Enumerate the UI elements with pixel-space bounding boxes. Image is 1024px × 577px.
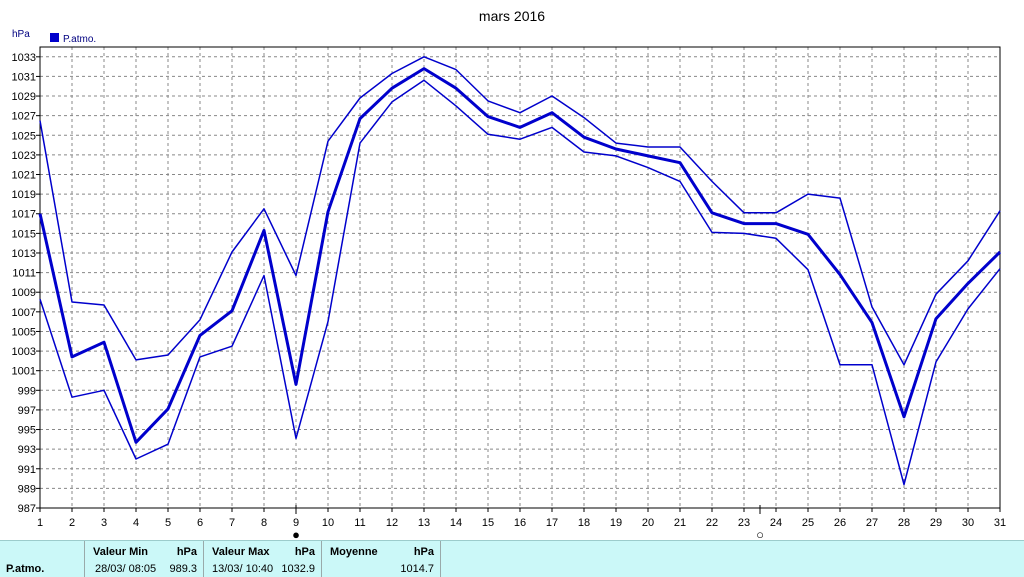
y-tick-label: 987 xyxy=(18,503,36,515)
x-tick-label: 25 xyxy=(802,517,814,529)
series-line-min xyxy=(39,79,1001,486)
min-time: 28/03/ 08:05 xyxy=(95,563,157,575)
x-tick-label: 30 xyxy=(962,517,974,529)
min-unit: hPa xyxy=(176,546,197,558)
y-tick-label: 1005 xyxy=(12,326,36,338)
x-tick-label: 11 xyxy=(354,517,365,529)
y-tick-label: 1015 xyxy=(12,228,36,240)
y-tick-label: 997 xyxy=(18,405,36,417)
x-tick-label: 18 xyxy=(578,517,590,529)
moon-phase-icon: ● xyxy=(292,527,300,540)
y-tick-label: 1019 xyxy=(12,189,36,201)
x-tick-label: 27 xyxy=(866,517,878,529)
y-axis-ticks: 987 989 991 993 995 997 999 1001 1003 1005 1007 100… xyxy=(12,52,40,515)
max-time: 13/03/ 10:40 xyxy=(212,563,274,575)
x-tick-label: 5 xyxy=(165,517,171,529)
moon-phase-icon: ○ xyxy=(756,527,764,540)
y-tick-label: 993 xyxy=(18,444,36,456)
y-tick-label: 1011 xyxy=(12,268,36,280)
x-tick-label: 20 xyxy=(642,517,654,529)
y-tick-label: 1013 xyxy=(12,248,36,260)
x-tick-label: 13 xyxy=(418,517,430,529)
x-tick-label: 23 xyxy=(738,517,750,529)
footer-avg-cell: Moyenne hPa 1014.7 xyxy=(322,541,441,577)
y-tick-label: 1021 xyxy=(12,170,36,182)
x-tick-label: 4 xyxy=(133,517,139,529)
min-value: 989.3 xyxy=(169,563,197,575)
moon-markers: ● ○ xyxy=(292,505,764,540)
x-tick-label: 1 xyxy=(37,517,43,529)
footer-series-cell: P.atmo. xyxy=(0,541,85,577)
y-tick-label: 1023 xyxy=(12,150,36,162)
x-tick-label: 14 xyxy=(450,517,462,529)
series-line-mean xyxy=(38,67,1002,444)
series-line-max xyxy=(39,56,1001,366)
y-tick-label: 1025 xyxy=(12,130,36,142)
x-tick-label: 8 xyxy=(261,517,267,529)
x-tick-label: 2 xyxy=(69,517,75,529)
footer-max-cell: Valeur Max hPa 13/03/ 10:40 1032.9 xyxy=(204,541,322,577)
x-tick-label: 9 xyxy=(293,517,299,529)
max-label: Valeur Max xyxy=(212,546,270,558)
grid-lines xyxy=(39,47,1001,509)
y-tick-label: 991 xyxy=(18,464,36,476)
x-tick-label: 24 xyxy=(770,517,782,529)
x-tick-label: 28 xyxy=(898,517,910,529)
x-tick-label: 26 xyxy=(834,517,846,529)
legend-label: P.atmo. xyxy=(63,34,96,45)
y-tick-label: 1007 xyxy=(12,307,36,319)
min-label: Valeur Min xyxy=(93,546,149,558)
y-tick-label: 1009 xyxy=(12,287,36,299)
y-tick-label: 1001 xyxy=(12,366,36,378)
x-axis-ticks: 1 2 3 4 5 6 7 8 9 10 11 12 13 14 15 16 17 18 19 20 21 22 23 24 2… xyxy=(37,508,1006,529)
x-tick-label: 19 xyxy=(610,517,622,529)
y-axis-unit: hPa xyxy=(12,29,30,40)
x-tick-label: 21 xyxy=(674,517,686,529)
max-unit: hPa xyxy=(294,546,315,558)
x-tick-label: 17 xyxy=(546,517,558,529)
y-tick-label: 1017 xyxy=(12,209,36,221)
chart-title: mars 2016 xyxy=(479,8,545,24)
x-tick-label: 10 xyxy=(322,517,334,529)
y-tick-label: 989 xyxy=(18,483,36,495)
x-tick-label: 7 xyxy=(229,517,235,529)
avg-unit: hPa xyxy=(413,546,434,558)
series-lines xyxy=(38,56,1002,486)
y-tick-label: 1029 xyxy=(12,91,36,103)
x-tick-label: 16 xyxy=(514,517,526,529)
y-tick-label: 999 xyxy=(18,385,36,397)
y-tick-label: 1027 xyxy=(12,111,36,123)
x-tick-label: 12 xyxy=(386,517,398,529)
pressure-chart: mars 2016 hPa P.atmo. 987989991993995997… xyxy=(12,8,1007,540)
x-tick-label: 29 xyxy=(930,517,942,529)
x-tick-label: 15 xyxy=(482,517,494,529)
max-value: 1032.9 xyxy=(281,563,315,575)
x-tick-label: 31 xyxy=(994,517,1006,529)
y-tick-label: 1031 xyxy=(12,71,36,83)
footer-min-cell: Valeur Min hPa 28/03/ 08:05 989.3 xyxy=(85,541,204,577)
footer-series-name: P.atmo. xyxy=(6,563,45,575)
x-tick-label: 22 xyxy=(706,517,718,529)
avg-label: Moyenne xyxy=(330,546,378,558)
x-tick-label: 3 xyxy=(101,517,107,529)
avg-value: 1014.7 xyxy=(400,563,434,575)
x-tick-label: 6 xyxy=(197,517,203,529)
legend-swatch xyxy=(50,33,59,42)
y-tick-label: 995 xyxy=(18,425,36,437)
stats-footer: P.atmo. Valeur Min hPa 28/03/ 08:05 989.… xyxy=(0,540,1024,577)
y-tick-label: 1003 xyxy=(12,346,36,358)
y-tick-label: 1033 xyxy=(12,52,36,64)
